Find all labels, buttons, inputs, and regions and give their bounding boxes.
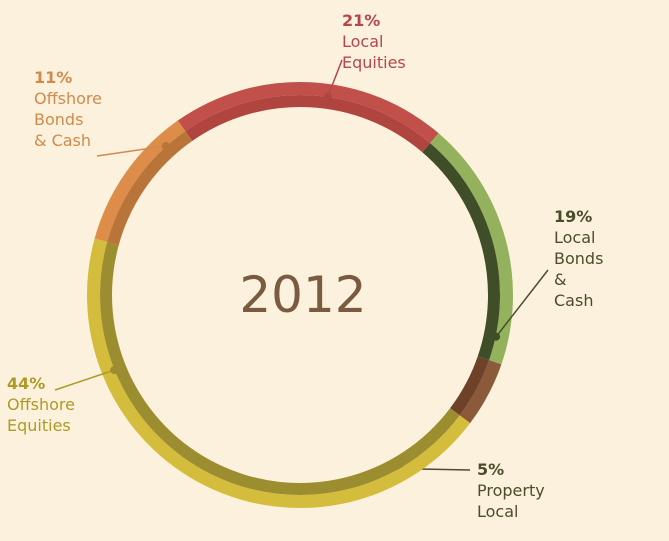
value-label: 19% (554, 207, 593, 226)
category-label: Local Equities (342, 32, 406, 72)
label-property-local: 5% Property Local (477, 459, 545, 522)
donut-slice-inner-band (185, 94, 431, 153)
donut-slice-inner-band (450, 356, 490, 416)
leader-dot (492, 332, 501, 341)
leader-dot (323, 92, 332, 101)
label-offshore-equities: 44% Offshore Equities (7, 373, 75, 436)
category-label: Property Local (477, 481, 545, 521)
category-label: Offshore Equities (7, 395, 75, 435)
label-local-equities: 21% Local Equities (342, 10, 406, 73)
donut-slice (177, 82, 439, 144)
label-offshore-bonds-cash: 11% Offshore Bonds & Cash (34, 67, 102, 151)
leader-line (96, 145, 166, 157)
label-local-bonds-cash: 19% Local Bonds & Cash (554, 206, 603, 311)
value-label: 11% (34, 68, 73, 87)
donut-slice (430, 133, 513, 365)
category-label: Offshore Bonds & Cash (34, 89, 102, 150)
leader-dot (161, 141, 170, 150)
leader-line (54, 369, 115, 391)
leader-line (495, 269, 549, 338)
donut-slice (94, 120, 186, 242)
donut-slice (459, 360, 502, 424)
category-label: Local Bonds & Cash (554, 228, 604, 310)
value-label: 21% (342, 11, 381, 30)
value-label: 44% (7, 374, 46, 393)
leader-dot (110, 366, 119, 375)
value-label: 5% (477, 460, 505, 479)
donut-slice-inner-band (107, 131, 193, 246)
center-year-label: 2012 (239, 266, 367, 324)
leader-line (327, 59, 343, 97)
donut-slice-inner-band (422, 143, 500, 361)
